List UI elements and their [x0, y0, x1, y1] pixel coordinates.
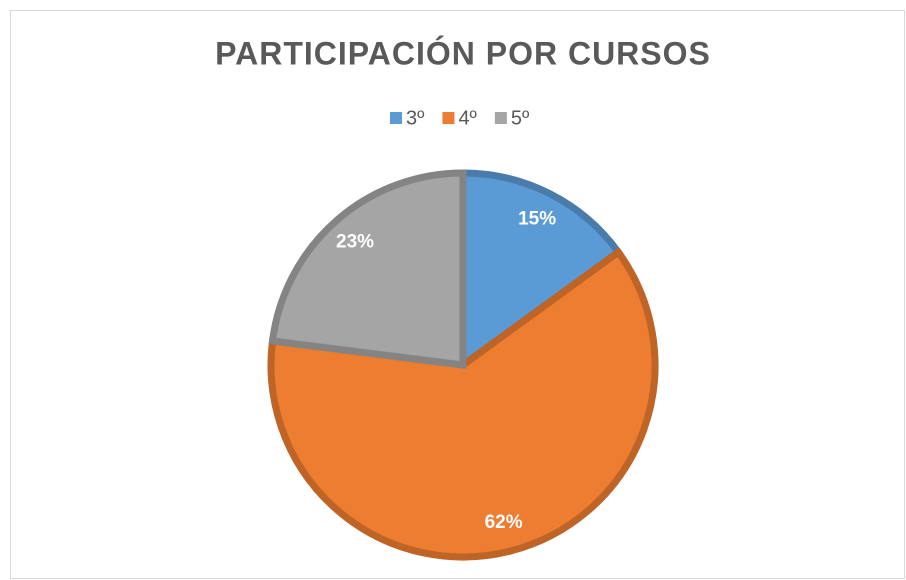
data-label: 23% — [336, 232, 374, 253]
pie-slice — [268, 169, 467, 369]
legend-label: 4º — [458, 107, 477, 129]
legend-swatch — [494, 112, 507, 124]
legend-swatch — [390, 112, 402, 124]
legend-label: 5º — [511, 107, 530, 129]
pie-slice — [459, 169, 624, 372]
chart-title: PARTICIPACIÓN POR CURSOS — [215, 35, 711, 71]
legend-label: 3º — [406, 107, 425, 129]
pie-slice — [267, 247, 659, 561]
data-label: 62% — [485, 512, 523, 533]
data-label: 15% — [518, 209, 556, 230]
legend-swatch — [442, 112, 455, 124]
